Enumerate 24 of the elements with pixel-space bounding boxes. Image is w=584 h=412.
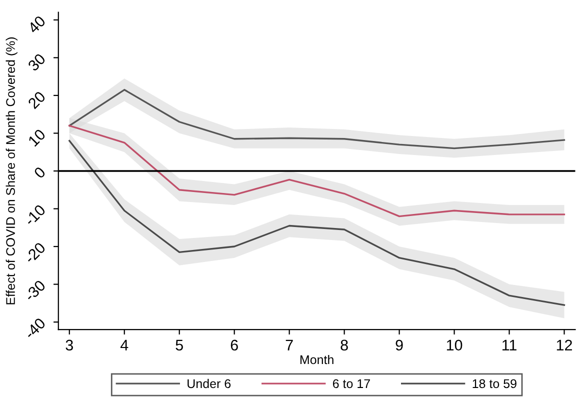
x-tick-label: 3 xyxy=(66,340,73,351)
x-tick-label: 12 xyxy=(556,340,572,350)
x-tick-label: 11 xyxy=(502,340,516,350)
y-axis-title: Effect of COVID on Share of Month Covered (%) xyxy=(6,37,18,304)
x-tick-label: 4 xyxy=(120,340,128,350)
x-tick-label: 8 xyxy=(340,340,348,351)
x-tick-label: 9 xyxy=(396,340,403,351)
x-tick-label: 6 xyxy=(230,340,238,351)
y-tick-label: -40 xyxy=(24,317,46,340)
y-tick-label: 10 xyxy=(28,128,46,147)
y-tick-label: -10 xyxy=(24,204,46,226)
x-tick-label: 5 xyxy=(176,340,183,351)
y-tick-label: -20 xyxy=(24,242,46,264)
y-tick-label: 30 xyxy=(27,52,46,72)
legend-label: 18 to 59 xyxy=(472,379,516,388)
x-tick-label: 10 xyxy=(446,340,462,351)
y-tick-label: -30 xyxy=(24,279,46,302)
x-axis-title: Month xyxy=(300,354,334,364)
y-tick-label: 20 xyxy=(27,90,46,110)
legend-label: Under 6 xyxy=(188,378,231,388)
y-tick-label: 40 xyxy=(27,15,46,34)
legend-label: 6 to 17 xyxy=(332,379,370,388)
x-tick-label: 7 xyxy=(286,340,293,350)
y-tick-label: 0 xyxy=(33,166,46,179)
